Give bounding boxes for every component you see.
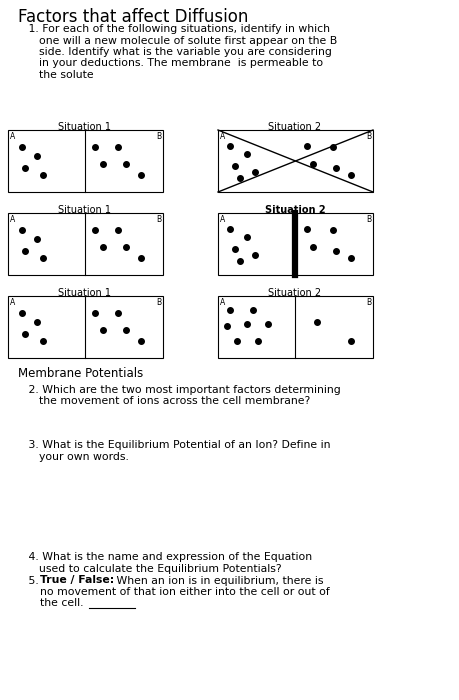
Text: Situation 1: Situation 1	[58, 122, 111, 132]
Text: A: A	[10, 298, 15, 307]
Text: B: B	[156, 298, 161, 307]
Text: When an ion is in equilibrium, there is: When an ion is in equilibrium, there is	[113, 575, 323, 585]
Text: one will a new molecule of solute first appear on the B: one will a new molecule of solute first …	[18, 36, 336, 46]
Bar	[8, 296, 162, 358]
Bar	[218, 213, 372, 275]
Text: no movement of that ion either into the cell or out of: no movement of that ion either into the …	[40, 587, 329, 597]
Text: 4. What is the name and expression of the Equation: 4. What is the name and expression of th…	[18, 552, 312, 562]
Text: Factors that affect Diffusion: Factors that affect Diffusion	[18, 8, 248, 26]
Text: Situation 1: Situation 1	[58, 205, 111, 215]
Text: in your deductions. The membrane  is permeable to: in your deductions. The membrane is perm…	[18, 59, 322, 69]
Text: B: B	[365, 215, 370, 224]
Text: your own words.: your own words.	[18, 452, 129, 461]
Text: B: B	[156, 215, 161, 224]
Text: the cell.: the cell.	[40, 598, 84, 608]
Text: True / False:: True / False:	[40, 575, 114, 585]
Bar	[8, 213, 162, 275]
Text: A: A	[10, 132, 15, 141]
Text: B: B	[156, 132, 161, 141]
Bar	[218, 130, 372, 192]
Text: Situation 2: Situation 2	[268, 288, 321, 298]
Text: side. Identify what is the variable you are considering: side. Identify what is the variable you …	[18, 47, 331, 57]
Text: Situation 1: Situation 1	[58, 288, 111, 298]
Text: B: B	[365, 298, 370, 307]
Text: 3. What is the Equilibrium Potential of an Ion? Define in: 3. What is the Equilibrium Potential of …	[18, 440, 330, 450]
Bar	[218, 296, 372, 358]
Text: Membrane Potentials: Membrane Potentials	[18, 367, 143, 380]
Text: A: A	[219, 215, 225, 224]
Text: Situation 2: Situation 2	[264, 205, 325, 215]
Text: B: B	[365, 132, 370, 141]
Text: Situation 2: Situation 2	[268, 122, 321, 132]
Text: 5.: 5.	[18, 575, 42, 585]
Text: A: A	[219, 132, 225, 141]
Bar	[8, 130, 162, 192]
Text: 1. For each of the following situations, identify in which: 1. For each of the following situations,…	[18, 24, 329, 34]
Text: 2. Which are the two most important factors determining: 2. Which are the two most important fact…	[18, 385, 340, 395]
Text: used to calculate the Equilibrium Potentials?: used to calculate the Equilibrium Potent…	[18, 564, 281, 573]
Text: A: A	[219, 298, 225, 307]
Text: the movement of ions across the cell membrane?: the movement of ions across the cell mem…	[18, 396, 309, 407]
Text: the solute: the solute	[18, 70, 94, 80]
Text: A: A	[10, 215, 15, 224]
